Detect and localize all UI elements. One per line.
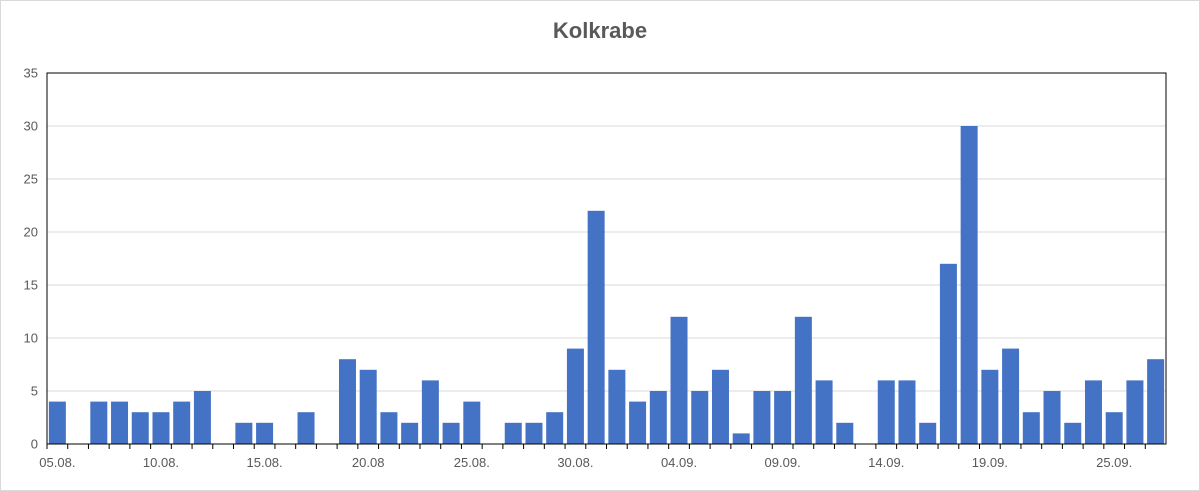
x-tick-label: 30.08. [557, 455, 593, 470]
x-tick-label: 25.09. [1096, 455, 1132, 470]
bar [691, 391, 709, 444]
bar [608, 369, 626, 444]
bar [774, 391, 792, 444]
bar [380, 412, 398, 444]
bar [732, 433, 750, 444]
bar [359, 369, 377, 444]
bar [1002, 348, 1020, 444]
bar [504, 422, 522, 444]
x-tick-label: 25.08. [454, 455, 490, 470]
y-tick-label: 5 [31, 384, 38, 399]
bar [981, 369, 999, 444]
gridlines [47, 125, 1166, 392]
x-tick-label: 15.08. [247, 455, 283, 470]
bar [131, 412, 149, 444]
y-tick-labels: 0 5 10 15 20 25 30 35 [24, 66, 38, 452]
bar [566, 348, 584, 444]
bar [587, 210, 605, 444]
x-tick-label: 05.08. [39, 455, 75, 470]
y-tick-label: 25 [24, 172, 38, 187]
bar [711, 369, 729, 444]
y-tick-label: 10 [24, 331, 38, 346]
bar [442, 422, 460, 444]
bar [152, 412, 170, 444]
bar [753, 391, 771, 444]
bar [401, 422, 419, 444]
bar [235, 422, 253, 444]
bar [898, 380, 916, 444]
x-tick-label: 09.09. [765, 455, 801, 470]
bar [1147, 359, 1165, 444]
bar [1064, 422, 1082, 444]
bar [919, 422, 937, 444]
bar [836, 422, 854, 444]
x-tick-labels: 05.08. 10.08. 15.08. 20.08 25.08. 30.08. 04.09… [39, 444, 1146, 470]
bar [297, 412, 315, 444]
x-tick-label: 14.09. [868, 455, 904, 470]
bar [463, 401, 481, 444]
bar [1084, 380, 1102, 444]
bar [1043, 391, 1061, 444]
bar [629, 401, 647, 444]
bar [421, 380, 439, 444]
y-tick-label: 30 [24, 119, 38, 134]
bar [960, 126, 978, 444]
x-tick-label: 10.08. [143, 455, 179, 470]
x-tick-label: 20.08 [352, 455, 385, 470]
y-tick-label: 0 [31, 437, 38, 452]
bar [877, 380, 895, 444]
bar [111, 401, 129, 444]
bar [193, 391, 211, 444]
bar [815, 380, 833, 444]
bar [670, 316, 688, 444]
bar [1022, 412, 1040, 444]
y-tick-label: 20 [24, 225, 38, 240]
bar [90, 401, 108, 444]
y-tick-label: 35 [24, 66, 38, 81]
bar [794, 316, 812, 444]
bar [649, 391, 667, 444]
bar [546, 412, 564, 444]
bar [173, 401, 191, 444]
bar [338, 359, 356, 444]
bar [525, 422, 543, 444]
bar [256, 422, 274, 444]
x-tick-label: 04.09. [661, 455, 697, 470]
bar [48, 401, 66, 444]
bar [1126, 380, 1144, 444]
y-tick-label: 15 [24, 278, 38, 293]
x-tick-label: 19.09. [972, 455, 1008, 470]
bar [1105, 412, 1123, 444]
chart-title: Kolkrabe [552, 18, 648, 43]
bar [939, 263, 957, 444]
bars [48, 126, 1165, 444]
